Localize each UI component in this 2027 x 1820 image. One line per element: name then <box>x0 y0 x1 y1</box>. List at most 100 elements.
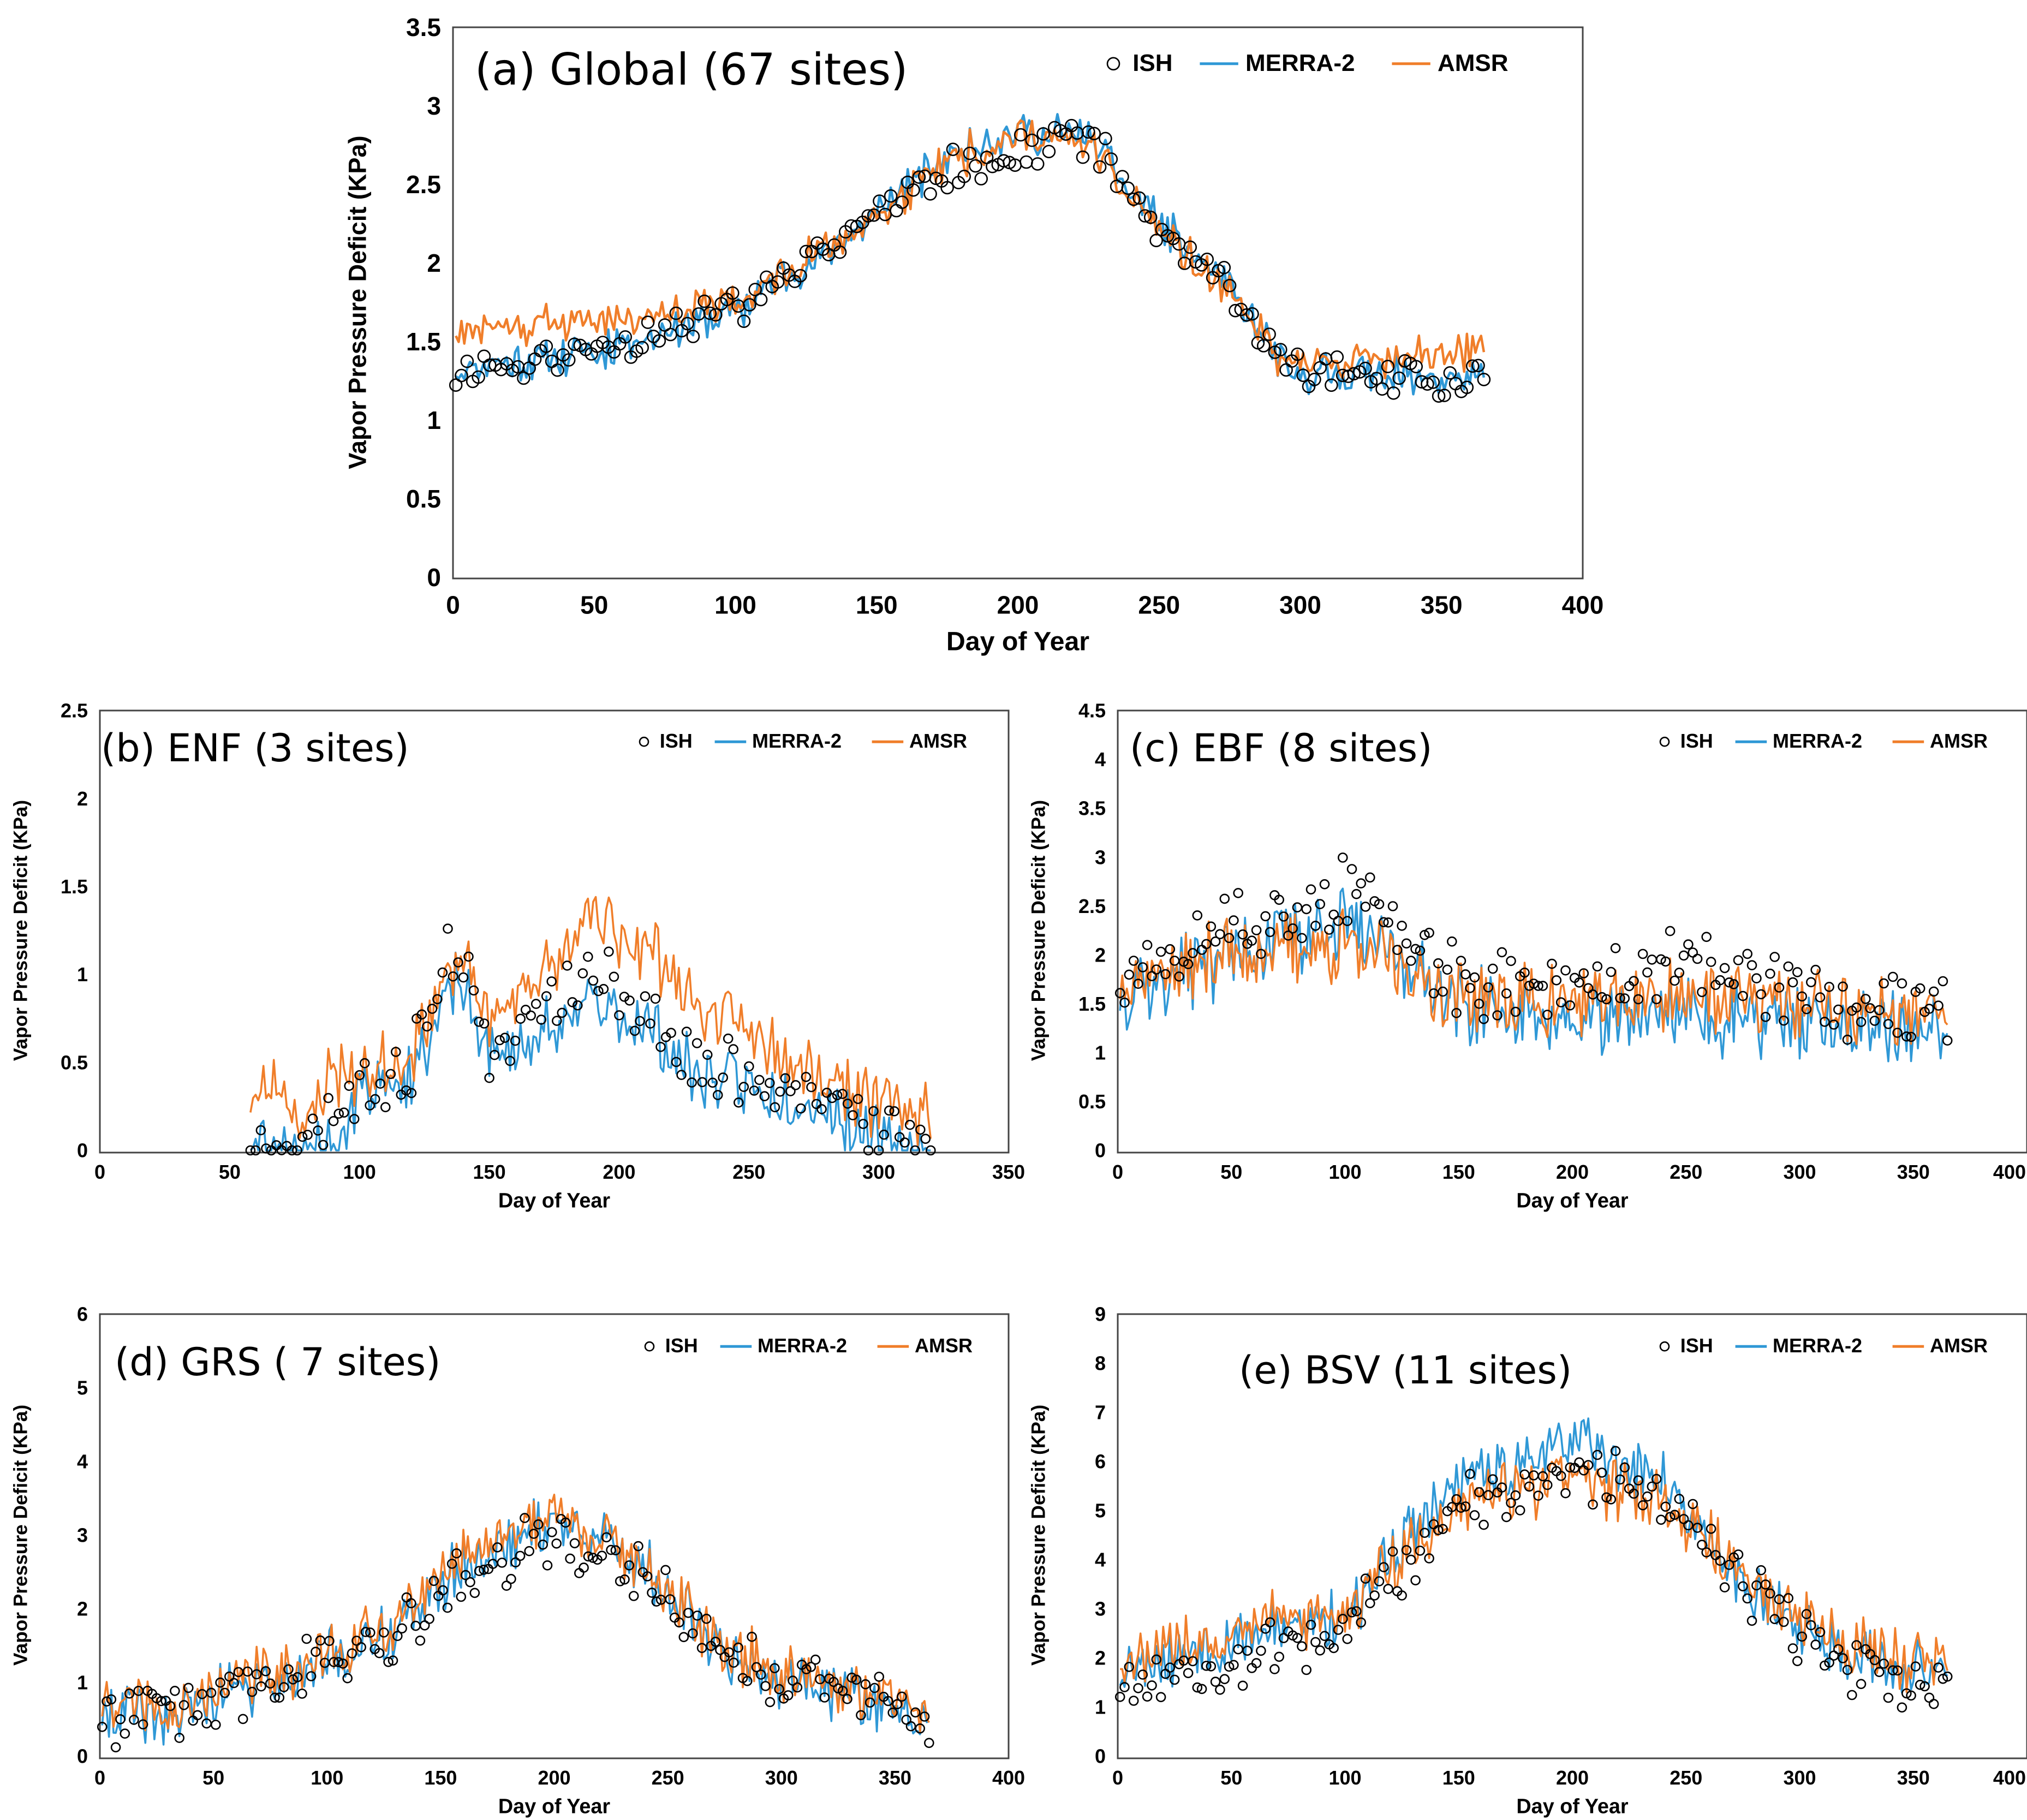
y-tick-label: 1 <box>1095 1696 1106 1718</box>
ish-point <box>635 341 649 355</box>
ish-point <box>1374 899 1385 910</box>
ish-point <box>811 1099 822 1109</box>
y-tick-label: 1.5 <box>406 327 441 356</box>
ish-point <box>110 1742 121 1753</box>
ish-point <box>696 1643 707 1654</box>
ish-point <box>1501 1512 1512 1523</box>
ish-point <box>873 194 886 208</box>
x-tick-label: 300 <box>862 1161 895 1183</box>
ish-point <box>647 1588 657 1598</box>
y-tick-label: 3 <box>77 1524 88 1547</box>
ish-point <box>606 1544 616 1555</box>
ish-point <box>297 1131 308 1142</box>
series-ish-markers <box>449 118 1491 403</box>
ish-point <box>1592 961 1603 972</box>
series-line-merra2 <box>101 1498 930 1746</box>
ish-point <box>583 1551 594 1562</box>
ish-point <box>895 195 909 209</box>
ish-point <box>1792 967 1803 977</box>
ish-point <box>1305 884 1316 895</box>
ish-point <box>1160 969 1171 980</box>
ish-point <box>318 1139 329 1150</box>
ish-point <box>1291 347 1304 361</box>
ish-point <box>406 1598 416 1609</box>
ish-point <box>474 1017 484 1027</box>
x-tick-label: 400 <box>1993 1161 2026 1183</box>
ish-point <box>799 244 813 259</box>
ish-point <box>349 1114 360 1124</box>
ish-point <box>1142 940 1153 950</box>
ish-point <box>733 1642 743 1653</box>
ish-point <box>1633 1475 1644 1485</box>
ish-point <box>785 1086 796 1096</box>
ish-point <box>1438 986 1448 997</box>
ish-point <box>821 1088 832 1098</box>
ish-point <box>1670 975 1680 986</box>
ish-point <box>1510 1006 1521 1017</box>
y-tick-label: 4.5 <box>1078 700 1106 722</box>
ish-point <box>1201 939 1212 950</box>
ish-point <box>1379 1562 1389 1572</box>
legend-ish-marker <box>639 736 649 747</box>
ish-point <box>1601 1492 1612 1503</box>
ish-point <box>865 1697 875 1708</box>
ish-point <box>515 1550 526 1561</box>
ish-point <box>1856 1679 1867 1690</box>
ish-point <box>1942 1671 1953 1682</box>
ish-point <box>301 1633 312 1644</box>
ish-point <box>469 1588 480 1598</box>
ish-point <box>1251 1658 1262 1668</box>
x-axis-label: Day of Year <box>498 1795 610 1818</box>
ish-point <box>375 1078 386 1089</box>
ish-point <box>1656 1514 1666 1525</box>
x-tick-label: 0 <box>94 1161 105 1183</box>
ish-point <box>1342 1634 1352 1644</box>
ish-point <box>1474 1487 1485 1497</box>
ish-point <box>541 991 552 1001</box>
ish-point <box>369 1094 380 1105</box>
y-tick-label: 0.5 <box>61 1051 88 1073</box>
ish-point <box>1155 946 1166 957</box>
ish-point <box>1465 359 1480 373</box>
ish-point <box>1697 987 1707 998</box>
ish-point <box>1432 389 1446 403</box>
x-tick-label: 350 <box>1897 1767 1930 1789</box>
y-tick-label: 0.5 <box>406 485 441 513</box>
ish-point <box>1420 1527 1430 1538</box>
ish-point <box>1206 1661 1217 1672</box>
ish-point <box>472 370 485 384</box>
ish-point <box>567 997 578 1007</box>
ish-point <box>593 986 604 996</box>
ish-point <box>1121 181 1135 195</box>
ish-point <box>1588 989 1598 1000</box>
ish-point <box>615 1576 625 1586</box>
ish-point <box>1356 878 1366 888</box>
legend: ISH MERRA-2 AMSR <box>1659 730 1988 752</box>
ish-point <box>1245 307 1259 321</box>
ish-point <box>1769 1614 1780 1625</box>
ish-point <box>1183 959 1194 969</box>
ish-point <box>524 1546 535 1556</box>
ish-point <box>1224 1661 1235 1672</box>
x-tick-label: 200 <box>603 1161 635 1183</box>
ish-point <box>1351 1606 1362 1616</box>
legend-ish-marker <box>644 1341 655 1352</box>
ish-point <box>1560 965 1571 976</box>
ish-point <box>165 1700 176 1711</box>
ish-point <box>406 1088 417 1099</box>
series-line-merra2 <box>1119 1417 1948 1694</box>
ish-point <box>1542 1010 1553 1020</box>
ish-point <box>1856 1017 1867 1027</box>
x-tick-label: 0 <box>94 1767 105 1789</box>
ish-point <box>1392 945 1403 955</box>
ish-point <box>1642 967 1653 978</box>
ish-point <box>765 1697 776 1708</box>
y-tick-label: 3 <box>1095 1598 1106 1620</box>
ish-point <box>1042 145 1056 159</box>
ish-point <box>1137 1669 1148 1680</box>
ish-point <box>278 1682 289 1692</box>
ish-point <box>879 1129 889 1140</box>
ish-point <box>652 334 666 348</box>
ish-point <box>1401 938 1412 949</box>
y-axis-label: Vapor Pressure Deficit (KPa) <box>1028 800 1049 1061</box>
